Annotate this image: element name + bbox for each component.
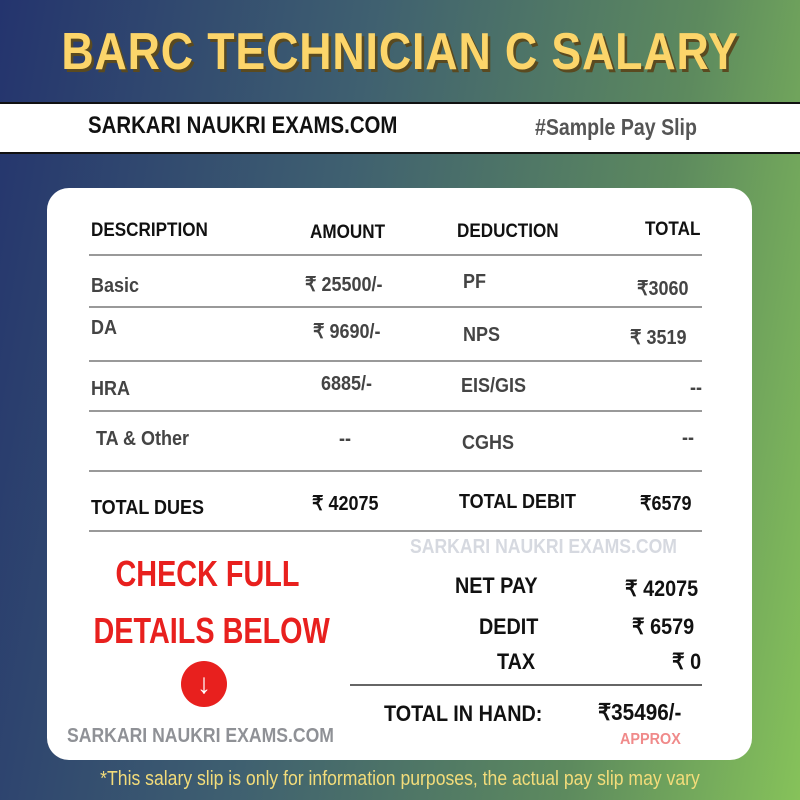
row-da-label: DA bbox=[91, 317, 118, 339]
debit-value: ₹ 6579 bbox=[632, 614, 695, 639]
page-title: BARC TECHNICIAN C SALARY bbox=[61, 23, 739, 81]
row-pf-value: ₹3060 bbox=[637, 278, 689, 300]
cta-line-2: DETAILS BELOW bbox=[93, 610, 330, 651]
row-eis-value: -- bbox=[690, 377, 702, 399]
row-da-amount: ₹ 9690/- bbox=[313, 321, 381, 343]
tax-value: ₹ 0 bbox=[672, 649, 702, 674]
divider bbox=[89, 410, 702, 412]
row-ta-label: TA & Other bbox=[96, 428, 190, 450]
watermark: SARKARI NAUKRI EXAMS.COM bbox=[410, 536, 677, 558]
row-hra-amount: 6885/- bbox=[321, 373, 373, 395]
net-pay-label: NET PAY bbox=[455, 573, 538, 598]
header-amount: AMOUNT bbox=[310, 222, 386, 243]
divider bbox=[89, 530, 702, 532]
site-band bbox=[0, 102, 800, 154]
cta-line-1: CHECK FULL bbox=[115, 553, 300, 594]
total-debit-value: ₹6579 bbox=[640, 493, 692, 515]
row-pf-label: PF bbox=[463, 271, 487, 293]
header-deduction: DEDUCTION bbox=[457, 221, 559, 242]
pay-slip-card bbox=[47, 188, 752, 760]
divider bbox=[89, 254, 702, 256]
disclaimer: *This salary slip is only for informatio… bbox=[100, 768, 700, 790]
row-nps-value: ₹ 3519 bbox=[630, 327, 687, 349]
total-in-hand-value: ₹35496/- bbox=[598, 699, 682, 725]
arrow-down-circle-icon: ↓ bbox=[181, 661, 227, 707]
tax-label: TAX bbox=[497, 649, 536, 674]
row-eis-label: EIS/GIS bbox=[461, 375, 527, 397]
divider bbox=[89, 470, 702, 472]
row-cghs-label: CGHS bbox=[462, 432, 515, 454]
footer-watermark: SARKARI NAUKRI EXAMS.COM bbox=[67, 725, 334, 747]
approx-note: APPROX bbox=[620, 731, 681, 748]
divider bbox=[89, 360, 702, 362]
row-cghs-value: -- bbox=[682, 427, 694, 449]
row-basic-amount: ₹ 25500/- bbox=[305, 274, 383, 296]
total-dues-label: TOTAL DUES bbox=[91, 497, 205, 519]
divider bbox=[89, 306, 702, 308]
sample-tag: #Sample Pay Slip bbox=[535, 114, 697, 140]
header-total: TOTAL bbox=[645, 219, 701, 240]
row-hra-label: HRA bbox=[91, 378, 131, 400]
row-nps-label: NPS bbox=[463, 324, 501, 346]
header-description: DESCRIPTION bbox=[91, 220, 208, 241]
divider bbox=[350, 684, 702, 686]
total-debit-label: TOTAL DEBIT bbox=[459, 491, 576, 513]
row-ta-amount: -- bbox=[339, 428, 351, 450]
net-pay-value: ₹ 42075 bbox=[625, 576, 699, 601]
total-in-hand-label: TOTAL IN HAND: bbox=[384, 701, 543, 726]
total-dues-value: ₹ 42075 bbox=[312, 493, 379, 515]
row-basic-label: Basic bbox=[91, 275, 140, 297]
debit-label: DEDIT bbox=[479, 614, 539, 639]
site-name: SARKARI NAUKRI EXAMS.COM bbox=[88, 112, 398, 139]
